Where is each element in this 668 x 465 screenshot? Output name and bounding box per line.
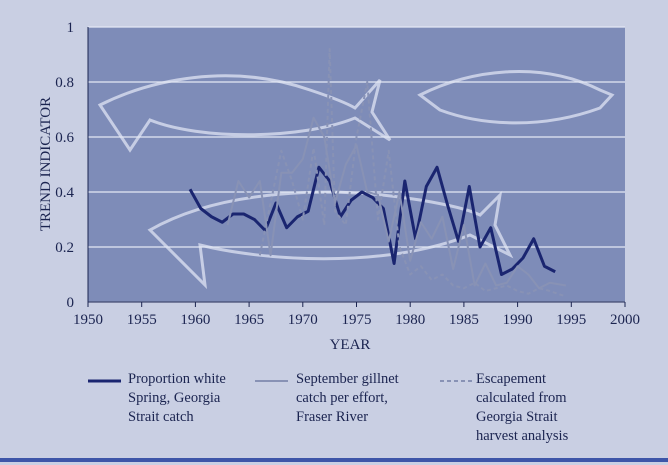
x-tick-label: 1970 [288, 312, 318, 328]
x-tick-label: 1960 [180, 312, 210, 328]
x-tick-label: 1995 [556, 312, 586, 328]
legend-label: Proportion white Spring, Georgia Strait … [128, 370, 253, 427]
x-tick-label: 1985 [449, 312, 479, 328]
legend-label: September gillnet catch per effort, Fras… [296, 370, 421, 427]
y-tick-label: 1 [67, 20, 75, 36]
plot-area [88, 27, 625, 302]
chart: TREND INDICATOR YEAR 0 0.2 0.4 0.6 0.8 1 1950 1… [0, 0, 668, 465]
x-tick-label: 1965 [234, 312, 264, 328]
y-tick-label: 0.8 [55, 75, 74, 91]
x-tick-label: 2000 [610, 312, 640, 328]
y-tick-label: 0.6 [55, 130, 74, 146]
y-axis-label: TREND INDICATOR [38, 97, 54, 231]
x-tick-label: 1980 [395, 312, 425, 328]
legend-label: Escapement calculated from Georgia Strai… [476, 370, 601, 446]
x-tick-label: 1950 [73, 312, 103, 328]
x-tick-label: 1975 [342, 312, 372, 328]
y-tick-label: 0.4 [55, 185, 74, 201]
y-tick-label: 0 [67, 295, 75, 311]
x-axis-label: YEAR [330, 337, 371, 353]
y-tick-label: 0.2 [55, 240, 74, 256]
x-tick-label: 1955 [127, 312, 157, 328]
bottom-rule [0, 458, 668, 462]
x-tick-label: 1990 [503, 312, 533, 328]
